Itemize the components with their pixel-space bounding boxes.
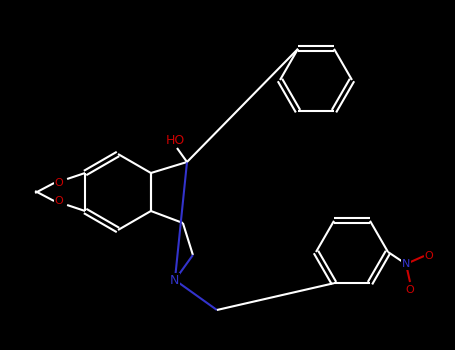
Text: O: O: [55, 196, 63, 206]
Text: O: O: [55, 178, 63, 188]
Text: N: N: [402, 259, 410, 269]
Text: N: N: [170, 273, 180, 287]
Text: O: O: [405, 285, 415, 295]
Text: O: O: [425, 251, 433, 261]
Text: HO: HO: [165, 133, 185, 147]
